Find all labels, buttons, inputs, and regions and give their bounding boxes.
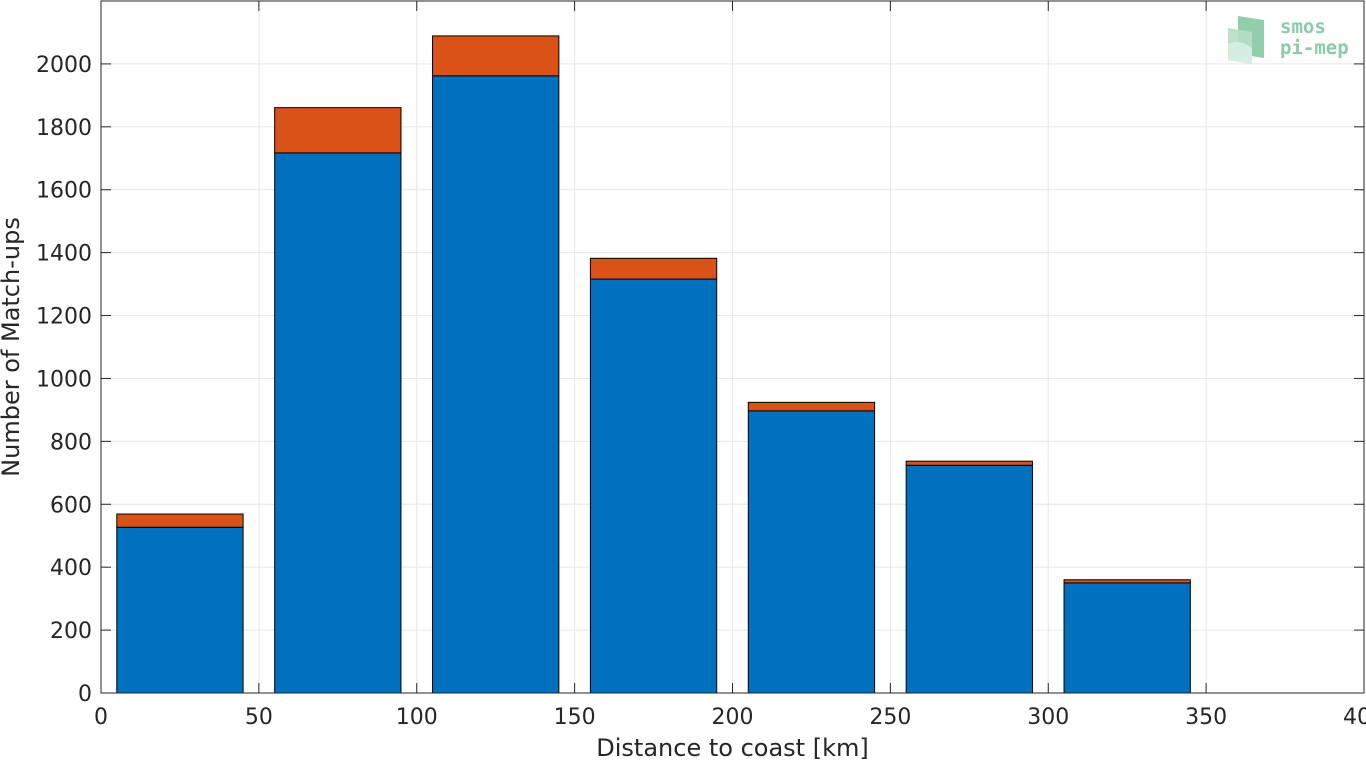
y-tick-label: 1600	[36, 179, 92, 204]
logo-mark-icon	[1228, 16, 1264, 64]
bar-series2-bin1	[116, 513, 244, 528]
logo-text-line1: smos	[1280, 16, 1326, 38]
bar-series2-bin7	[1063, 579, 1191, 584]
logo-text-line2: pi-mep	[1280, 37, 1349, 59]
y-tick-label: 200	[50, 619, 92, 644]
y-tick-label: 0	[78, 682, 92, 707]
bar-series2-bin5	[747, 401, 876, 412]
bar-series1-bin1	[116, 526, 244, 694]
x-axis-label: Distance to coast [km]	[596, 734, 868, 761]
y-tick-label: 600	[50, 493, 92, 518]
y-tick-label: 400	[50, 556, 92, 581]
y-axis-label: Number of Match-ups	[0, 217, 25, 477]
bar-series2-bin3	[432, 35, 560, 77]
x-tick-label: 150	[554, 705, 596, 730]
y-tick-label: 1000	[36, 367, 92, 392]
bar-series1-bin6	[905, 464, 1033, 694]
smos-pimep-logo: smos pi-mep	[1228, 16, 1349, 64]
bars	[116, 35, 1191, 694]
x-tick-label: 250	[869, 705, 911, 730]
bar-series1-bin3	[432, 75, 560, 694]
y-tick-labels: 0 200 400 600 800 1000 1200 1400 1600 1800 2000	[36, 53, 92, 707]
y-tick-label: 2000	[36, 53, 92, 78]
x-tick-label: 350	[1185, 705, 1227, 730]
x-tick-label: 100	[396, 705, 438, 730]
bar-series1-bin4	[589, 278, 718, 694]
bar-series1-bin7	[1063, 582, 1191, 694]
x-tick-label: 0	[94, 705, 108, 730]
bar-series1-bin2	[274, 152, 402, 694]
x-tick-label: 400	[1343, 705, 1366, 730]
x-tick-label: 300	[1027, 705, 1069, 730]
x-tick-label: 200	[712, 705, 754, 730]
y-tick-label: 1400	[36, 242, 92, 267]
y-tick-label: 1200	[36, 305, 92, 330]
x-tick-labels: 0 50 100 150 200 250 300 350 400	[94, 705, 1366, 730]
y-tick-label: 800	[50, 430, 92, 455]
bar-series2-bin6	[905, 460, 1033, 466]
bar-series1-bin5	[747, 410, 876, 694]
axis-ticks	[100, 1, 1365, 694]
bar-series2-bin2	[274, 107, 402, 154]
x-tick-label: 50	[245, 705, 273, 730]
bar-series2-bin4	[589, 257, 718, 280]
y-tick-label: 1800	[36, 116, 92, 141]
